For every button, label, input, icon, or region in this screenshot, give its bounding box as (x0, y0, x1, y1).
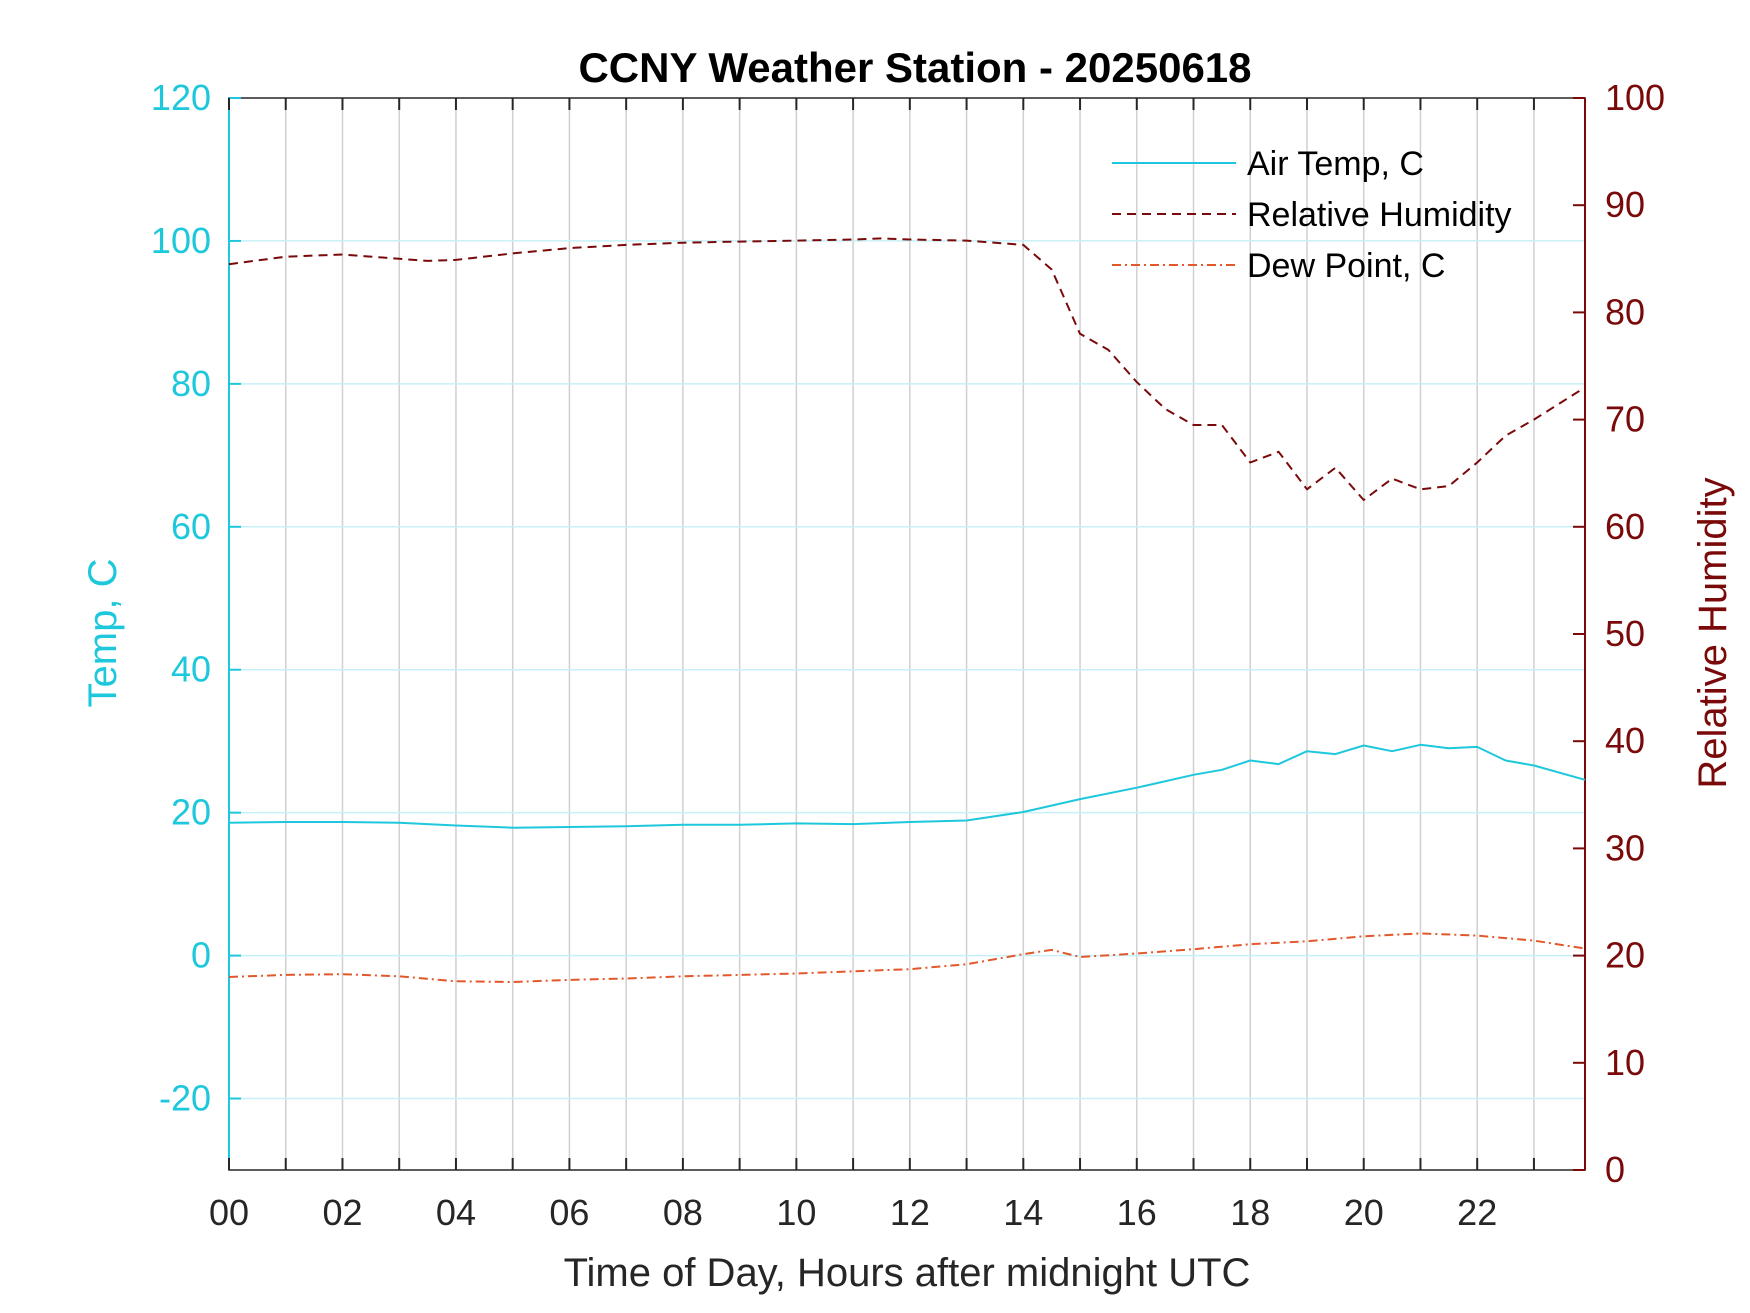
temp-tick-label: 20 (171, 792, 211, 833)
humidity-tick-label: 80 (1605, 291, 1645, 332)
humidity-tick-label: 100 (1605, 77, 1665, 118)
time-tick-label: 18 (1230, 1192, 1270, 1233)
temp-tick-label: 40 (171, 649, 211, 690)
time-axis-ticks: 00 02 04 06 08 10 12 14 16 18 20 22 (209, 98, 1535, 1233)
humidity-tick-label: 90 (1605, 184, 1645, 225)
time-tick-label: 10 (776, 1192, 816, 1233)
humidity-tick-label: 20 (1605, 935, 1645, 976)
humidity-tick-label: 10 (1605, 1042, 1645, 1083)
time-tick-label: 12 (890, 1192, 930, 1233)
humidity-tick-label: 50 (1605, 613, 1645, 654)
y-axis-left-label: Temp, C (81, 559, 125, 708)
humidity-tick-label: 0 (1605, 1149, 1625, 1190)
humidity-tick-label: 30 (1605, 827, 1645, 868)
temp-tick-label: 100 (151, 220, 211, 261)
legend-label-air-temp: Air Temp, C (1247, 145, 1424, 183)
temp-tick-label: 60 (171, 506, 211, 547)
x-axis-label: Time of Day, Hours after midnight UTC (564, 1251, 1251, 1295)
chart-title: CCNY Weather Station - 20250618 (578, 44, 1251, 91)
time-tick-label: 06 (549, 1192, 589, 1233)
temp-tick-label: 120 (151, 77, 211, 118)
time-tick-label: 22 (1457, 1192, 1497, 1233)
temp-tick-label: 0 (191, 935, 211, 976)
data-series (228, 237, 1586, 983)
humidity-tick-label: 40 (1605, 720, 1645, 761)
legend-label-dew-point: Dew Point, C (1247, 247, 1445, 285)
humidity-tick-label: 70 (1605, 399, 1645, 440)
temp-axis-ticks: -20 0 20 40 60 80 100 120 (151, 77, 241, 1119)
time-tick-label: 02 (322, 1192, 362, 1233)
grid-lines (229, 98, 1585, 1170)
series-line-relative-humidity (228, 237, 1586, 501)
time-tick-label: 00 (209, 1192, 249, 1233)
humidity-axis-ticks: 0 10 20 30 40 50 60 70 80 90 100 (1573, 77, 1665, 1190)
temp-tick-label: -20 (159, 1078, 211, 1119)
humidity-tick-label: 60 (1605, 506, 1645, 547)
legend: Air Temp, C Relative Humidity Dew Point,… (1112, 145, 1512, 285)
time-tick-label: 16 (1117, 1192, 1157, 1233)
time-tick-label: 20 (1344, 1192, 1384, 1233)
time-tick-label: 04 (436, 1192, 476, 1233)
y-axis-right-label: Relative Humidity (1691, 477, 1735, 788)
temp-tick-label: 80 (171, 363, 211, 404)
series-line-air-temp (228, 743, 1586, 829)
legend-label-relative-humidity: Relative Humidity (1247, 196, 1512, 234)
series-line-dew-point (228, 932, 1586, 983)
time-tick-label: 08 (663, 1192, 703, 1233)
time-tick-label: 14 (1003, 1192, 1043, 1233)
